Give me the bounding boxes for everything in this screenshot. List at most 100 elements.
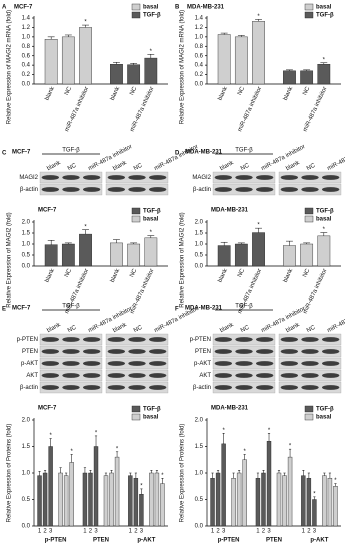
bar [327,478,333,527]
blot-band [321,349,340,354]
y-tick-label: 0.8 [195,44,204,50]
error-bar [59,467,62,473]
y-axis-label: Relative Expression of MAGI2 (fold) [180,212,186,307]
legend-swatch [131,405,141,413]
blot-band [62,349,80,354]
bar [221,443,226,527]
x-tick-label: NC [129,267,138,278]
blot-band [235,385,253,390]
bar [217,245,231,267]
y-tick-label: 0.0 [22,524,31,530]
bar [149,472,154,527]
error-bar [220,241,228,246]
group-label: p-PTEN [45,538,67,544]
error-bar [238,470,241,473]
error-bar [237,35,245,37]
error-bar [82,229,89,235]
error-bar [104,472,108,476]
y-tick-label: 1.2 [195,25,204,31]
error-bar [82,24,89,28]
legend-label: basal [316,415,332,421]
legend-label: basal [143,5,159,11]
chart-title: MCF-7 [38,208,57,214]
blot-row-label: p-AKT [21,361,38,367]
blot-band [41,361,60,366]
group-label: PTEN [266,538,282,544]
error-bar [134,472,137,479]
y-tick-label: 0.0 [22,264,31,270]
blot-band [107,349,126,354]
blot-band [321,385,340,390]
bar [261,472,266,527]
panel-letter: E [2,307,6,313]
blot-band [301,337,319,342]
blot-band [128,373,146,378]
legend-swatch [131,3,141,11]
significance-star: * [70,449,73,455]
x-tick-label: blank [110,85,122,101]
blot-row-label: β-actin [193,187,211,193]
significance-star: * [150,230,153,236]
x-tick-label: 1 [129,529,133,535]
error-bar [303,242,311,244]
bar [127,64,141,85]
lane-label: blank [219,160,235,173]
bar [252,21,265,85]
blot-band [255,337,274,342]
x-tick-label: 2 [262,529,266,535]
blot-row-label: p-PTEN [17,337,38,343]
error-bar [267,433,271,442]
group-label: p-PTEN [218,538,240,544]
x-tick-label: NC [237,267,246,278]
error-bar [211,472,214,479]
bar [144,57,158,85]
error-bar [220,32,228,35]
blot-band [280,385,299,390]
bar [217,34,231,85]
bar [242,459,247,527]
bar [58,472,63,527]
y-axis-label: Relative Expression of MAGI2 (fold) [7,212,13,307]
y-axis-label: Relative Expression of Proteins (fold) [7,424,13,523]
significance-star: * [116,446,119,452]
error-bar [115,451,119,458]
blot-band [107,385,126,390]
bar [127,243,141,267]
x-tick-label: 1 [38,529,42,535]
blot-cell: MCF-7 [12,150,31,156]
chart-title: MDA-MB-231 [211,406,249,412]
error-bar [328,472,332,479]
y-tick-label: 0.8 [22,44,31,50]
error-bar [83,467,87,473]
y-tick-label: 1.0 [195,34,204,40]
legend-swatch [304,405,314,413]
blot-band [301,175,319,180]
blot-cell: MDA-MB-231 [185,306,223,312]
blot-band [321,337,340,342]
x-tick-label: 3 [49,529,53,535]
error-bar [150,470,153,473]
blot-band [148,187,167,192]
error-bar [277,470,281,473]
legend-label: TGF-β [316,13,334,19]
significance-star: * [323,227,326,233]
blot-band [301,361,319,366]
error-bar [255,19,262,22]
panel-letter: C [2,151,7,157]
legend-label: basal [316,217,332,223]
y-tick-label: 2.0 [22,418,31,424]
blot-row-label: PTEN [195,349,211,355]
blot-band [107,373,126,378]
blot-band [280,337,299,342]
blot-treatment: TGF-β [235,304,253,310]
bar [61,36,75,85]
bar [252,232,265,267]
blot-row-label: MAGI2 [192,175,211,181]
chart-title: MCF-7 [14,5,33,11]
x-tick-label: NC [302,267,311,278]
bar [88,472,93,527]
x-tick-label: blank [217,267,229,283]
bar [301,475,306,527]
blot-band [255,187,274,192]
